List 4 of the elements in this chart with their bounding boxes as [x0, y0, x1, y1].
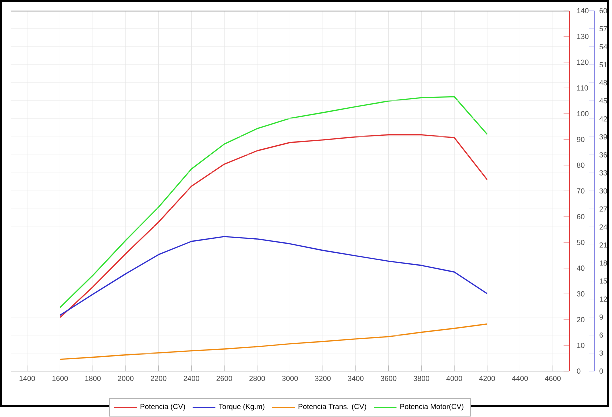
- line-series: [60, 324, 488, 360]
- line-series: [60, 96, 488, 308]
- line-series: [60, 134, 488, 319]
- line-series: [60, 236, 488, 316]
